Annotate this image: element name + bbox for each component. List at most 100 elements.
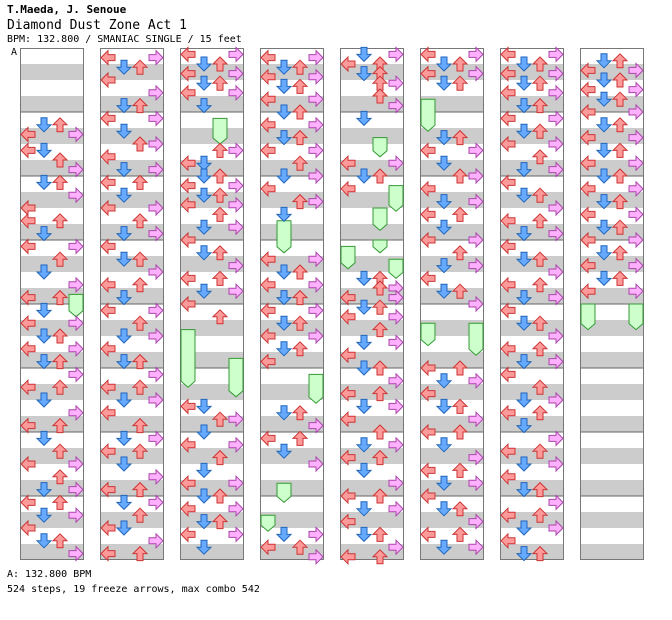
down-arrow-note	[595, 53, 613, 69]
right-arrow-note	[548, 65, 564, 82]
right-arrow-note	[388, 46, 404, 63]
beat-stripe	[580, 480, 644, 496]
beat-stripe	[20, 416, 84, 432]
left-arrow-note	[340, 308, 356, 326]
beat-stripe	[500, 448, 564, 464]
right-arrow-note	[308, 526, 324, 543]
beat-stripe	[260, 384, 324, 400]
left-arrow-note	[420, 231, 436, 249]
down-arrow-note	[35, 482, 53, 498]
up-arrow-note	[291, 155, 309, 171]
freeze-arrow	[580, 303, 596, 331]
right-arrow-note	[468, 449, 484, 466]
down-arrow-note	[115, 226, 133, 242]
left-arrow-note	[340, 154, 356, 172]
left-arrow-note	[100, 148, 116, 166]
right-arrow-note	[548, 519, 564, 537]
up-arrow-note	[51, 251, 69, 267]
beat-stripe	[20, 160, 84, 176]
beat-stripe	[420, 416, 484, 432]
up-arrow-note	[611, 117, 629, 133]
beat-stripe	[260, 544, 324, 560]
up-arrow-note	[131, 417, 149, 434]
up-arrow-note	[531, 405, 549, 421]
down-arrow-note	[355, 462, 373, 479]
beat-stripe	[340, 160, 404, 176]
freeze-arrow	[372, 239, 388, 254]
left-arrow-note	[100, 442, 116, 460]
down-arrow-note	[35, 392, 53, 408]
right-arrow-note	[308, 142, 324, 159]
right-arrow-note	[628, 206, 644, 223]
left-arrow-note	[260, 90, 276, 108]
right-arrow-note	[228, 65, 244, 82]
up-arrow-note	[211, 245, 229, 261]
left-arrow-note	[500, 404, 516, 422]
down-arrow-note	[275, 526, 293, 543]
beat-stripe	[20, 320, 84, 336]
left-arrow-note	[580, 62, 596, 79]
right-arrow-note	[628, 154, 644, 172]
beat-stripe	[180, 128, 244, 144]
freeze-arrow	[420, 322, 436, 347]
up-arrow-note	[131, 379, 149, 395]
right-arrow-note	[548, 289, 564, 306]
beat-stripe	[100, 224, 164, 240]
right-arrow-note	[68, 186, 84, 204]
beat-stripe	[580, 416, 644, 432]
left-arrow-note	[20, 455, 36, 473]
beat-stripe	[20, 64, 84, 80]
freeze-arrow	[468, 322, 484, 356]
left-arrow-note	[180, 526, 196, 543]
up-arrow-note	[531, 545, 549, 562]
right-arrow-note	[388, 474, 404, 492]
freeze-arrow	[260, 514, 276, 532]
right-arrow-note	[148, 327, 164, 345]
left-arrow-note	[260, 68, 276, 86]
beat-stripe	[340, 544, 404, 560]
right-arrow-note	[548, 430, 564, 447]
up-arrow-note	[211, 488, 229, 504]
beat-stripe	[100, 512, 164, 528]
right-arrow-note	[148, 225, 164, 242]
right-arrow-note	[388, 372, 404, 390]
up-arrow-note	[451, 75, 469, 91]
right-arrow-note	[228, 142, 244, 159]
down-arrow-note	[275, 130, 293, 146]
up-arrow-note	[291, 315, 309, 331]
up-arrow-note	[131, 545, 149, 562]
right-arrow-note	[228, 257, 244, 274]
up-arrow-note	[451, 462, 469, 478]
left-arrow-note	[420, 46, 436, 63]
beat-stripe	[420, 480, 484, 496]
beat-stripe	[340, 96, 404, 112]
down-arrow-note	[35, 533, 53, 549]
down-arrow-note	[115, 392, 133, 408]
down-arrow-note	[515, 290, 533, 306]
left-arrow-note	[500, 276, 516, 294]
left-arrow-note	[180, 154, 196, 172]
right-arrow-note	[548, 353, 564, 370]
beat-stripe	[420, 128, 484, 144]
down-arrow-note	[115, 187, 133, 203]
beat-stripe	[580, 288, 644, 304]
beat-stripe	[500, 160, 564, 176]
up-arrow-note	[211, 56, 229, 72]
up-arrow-note	[531, 251, 549, 267]
beat-stripe	[580, 64, 644, 80]
up-arrow-note	[131, 174, 149, 190]
beat-stripe	[340, 352, 404, 368]
up-arrow-note	[51, 353, 69, 370]
beat-stripe	[100, 96, 164, 112]
down-arrow-note	[115, 328, 133, 344]
right-arrow-note	[68, 404, 84, 422]
up-arrow-note	[131, 213, 149, 229]
beat-stripe	[100, 128, 164, 144]
down-arrow-note	[515, 226, 533, 242]
right-arrow-note	[68, 481, 84, 498]
up-arrow-note	[371, 168, 389, 184]
right-arrow-note	[228, 84, 244, 102]
left-arrow-note	[340, 487, 356, 505]
chart-column	[260, 48, 324, 560]
left-arrow-note	[420, 142, 436, 159]
